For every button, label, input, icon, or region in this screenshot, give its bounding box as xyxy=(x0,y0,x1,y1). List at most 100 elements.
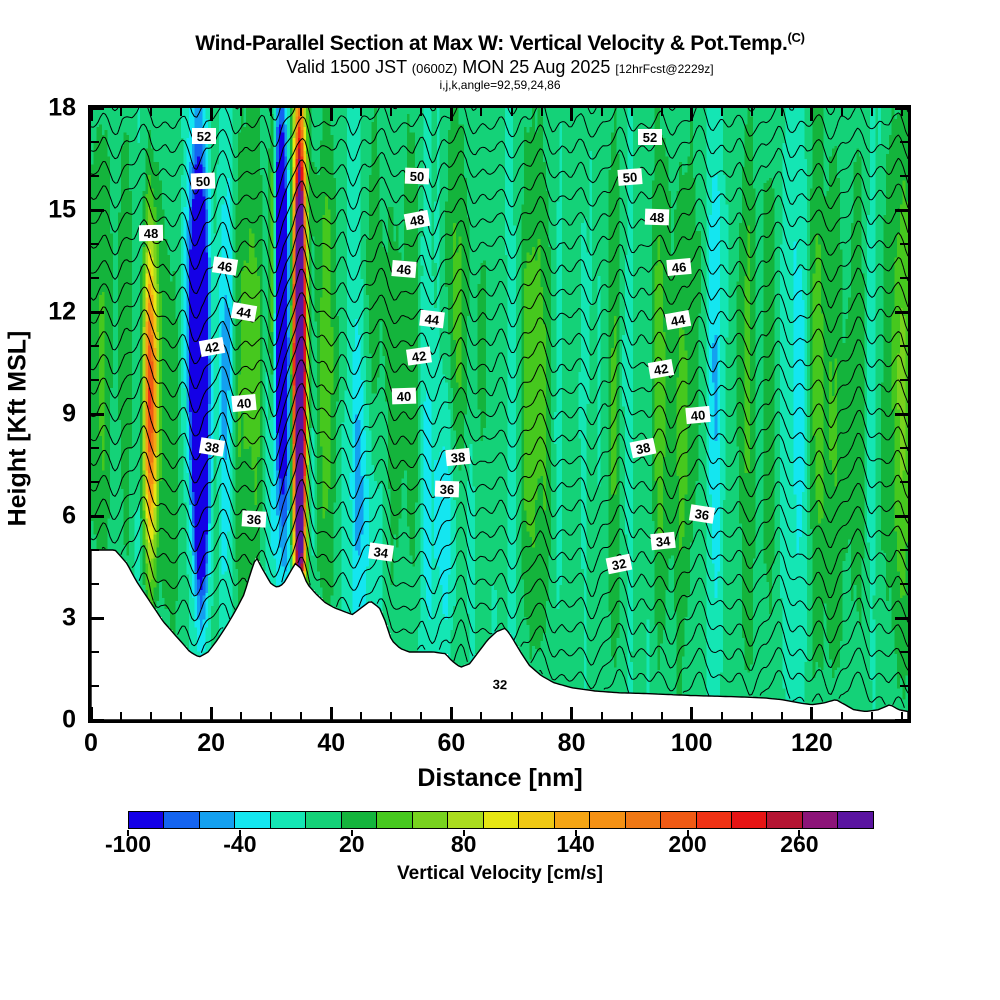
contour-label: 40 xyxy=(685,405,711,425)
y-tick xyxy=(91,651,99,653)
colorbar-tick-label: -100 xyxy=(104,831,152,857)
y-tick xyxy=(91,447,99,449)
y-tick xyxy=(91,310,104,314)
contour-label: 34 xyxy=(368,542,394,562)
contour-label: 36 xyxy=(688,504,716,524)
y-tick xyxy=(900,345,908,347)
x-tick xyxy=(600,108,603,116)
colorbar-tick xyxy=(798,830,801,836)
y-tick-label: 0 xyxy=(62,705,76,734)
y-tick xyxy=(895,718,908,722)
colorbar-segment xyxy=(412,812,449,828)
y-tick xyxy=(900,175,908,177)
x-tick xyxy=(329,707,333,720)
terrain-mask xyxy=(91,549,908,720)
x-tick xyxy=(89,707,93,720)
colorbar-segment xyxy=(306,812,342,828)
contour-label: 42 xyxy=(198,336,226,358)
x-tick xyxy=(120,108,123,116)
y-tick xyxy=(900,651,908,653)
colorbar-tick xyxy=(238,830,241,836)
contour-line xyxy=(91,313,908,393)
x-tick xyxy=(300,712,303,720)
x-tick xyxy=(420,108,423,116)
x-tick xyxy=(510,712,513,720)
x-tick xyxy=(870,712,873,720)
y-tick xyxy=(895,106,908,110)
y-axis-title: Height [Kft MSL] xyxy=(3,330,32,527)
contour-label: 38 xyxy=(198,437,226,457)
y-tick xyxy=(91,481,99,483)
y-tick xyxy=(900,447,908,449)
y-tick-label: 6 xyxy=(62,501,76,530)
y-tick xyxy=(900,277,908,279)
colorbar-tick-label: 260 xyxy=(780,831,819,857)
y-tick xyxy=(895,310,908,314)
y-tick xyxy=(900,583,908,585)
x-tick xyxy=(840,108,843,116)
y-tick xyxy=(900,685,908,687)
x-tick xyxy=(810,108,814,121)
colorbar-tick-label: -40 xyxy=(223,831,257,857)
x-tick xyxy=(449,108,453,121)
contour-line xyxy=(91,429,908,510)
x-tick xyxy=(510,108,513,116)
contour-line xyxy=(91,159,908,223)
y-tick-label: 15 xyxy=(48,195,76,224)
colorbar-segment xyxy=(554,812,591,828)
y-tick-label: 3 xyxy=(62,603,76,632)
main-title-text: Wind-Parallel Section at Max W: Vertical… xyxy=(195,32,788,55)
colorbar-segment xyxy=(270,812,307,828)
x-tick xyxy=(390,108,393,116)
x-tick-label: 120 xyxy=(791,729,833,757)
y-tick xyxy=(900,243,908,245)
x-tick xyxy=(600,712,603,720)
colorbar xyxy=(128,811,874,829)
colorbar-segment xyxy=(129,812,165,828)
contour-line xyxy=(177,597,908,648)
contour-label: 44 xyxy=(230,302,258,322)
x-tick xyxy=(150,712,153,720)
x-tick xyxy=(780,712,783,720)
x-tick xyxy=(840,712,843,720)
colorbar-tick-label: 200 xyxy=(668,831,707,857)
x-tick xyxy=(300,108,303,116)
y-tick xyxy=(895,616,908,620)
colorbar-segment xyxy=(448,812,484,828)
contour-label: 42 xyxy=(406,346,432,366)
colorbar-segment xyxy=(767,812,803,828)
colorbar-segment xyxy=(802,812,839,828)
x-tick xyxy=(420,712,423,720)
contour-label: 48 xyxy=(403,209,431,231)
colorbar-tick xyxy=(574,830,577,836)
contour-label: 50 xyxy=(617,168,643,186)
plot-clip: 52 52 50 50 50 48 48 48 46 46 46 44 44 44 42 42 42 40 40 40… xyxy=(91,108,908,720)
contour-line xyxy=(91,116,908,174)
colorbar-title: Vertical Velocity [cm/s] xyxy=(397,863,603,884)
y-tick xyxy=(900,379,908,381)
colorbar-segment xyxy=(164,812,200,828)
x-tick xyxy=(720,108,723,116)
contour-label: 34 xyxy=(650,531,676,551)
x-tick xyxy=(480,108,483,116)
contour-line xyxy=(91,292,908,371)
contour-line xyxy=(101,505,908,578)
y-tick xyxy=(91,208,104,212)
contour-label: 46 xyxy=(391,260,417,278)
x-tick xyxy=(240,712,243,720)
x-tick xyxy=(120,712,123,720)
contour-line xyxy=(91,246,908,322)
contour-line xyxy=(91,478,908,556)
y-tick xyxy=(91,685,99,687)
colorbar-tick-label: 140 xyxy=(556,831,595,857)
subtitle-forecast-tag: [12hrFcst@2229z] xyxy=(615,62,714,76)
contour-label: 42 xyxy=(647,359,675,379)
colorbar-tick-label: 80 xyxy=(450,831,477,857)
contour-label: 38 xyxy=(445,447,471,467)
contour-label: 52 xyxy=(191,127,217,145)
x-tick xyxy=(480,712,483,720)
x-tick xyxy=(209,707,213,720)
plot-area: 52 52 50 50 50 48 48 48 46 46 46 44 44 44 42 42 42 40 40 40… xyxy=(88,105,911,723)
x-tick xyxy=(900,712,903,720)
